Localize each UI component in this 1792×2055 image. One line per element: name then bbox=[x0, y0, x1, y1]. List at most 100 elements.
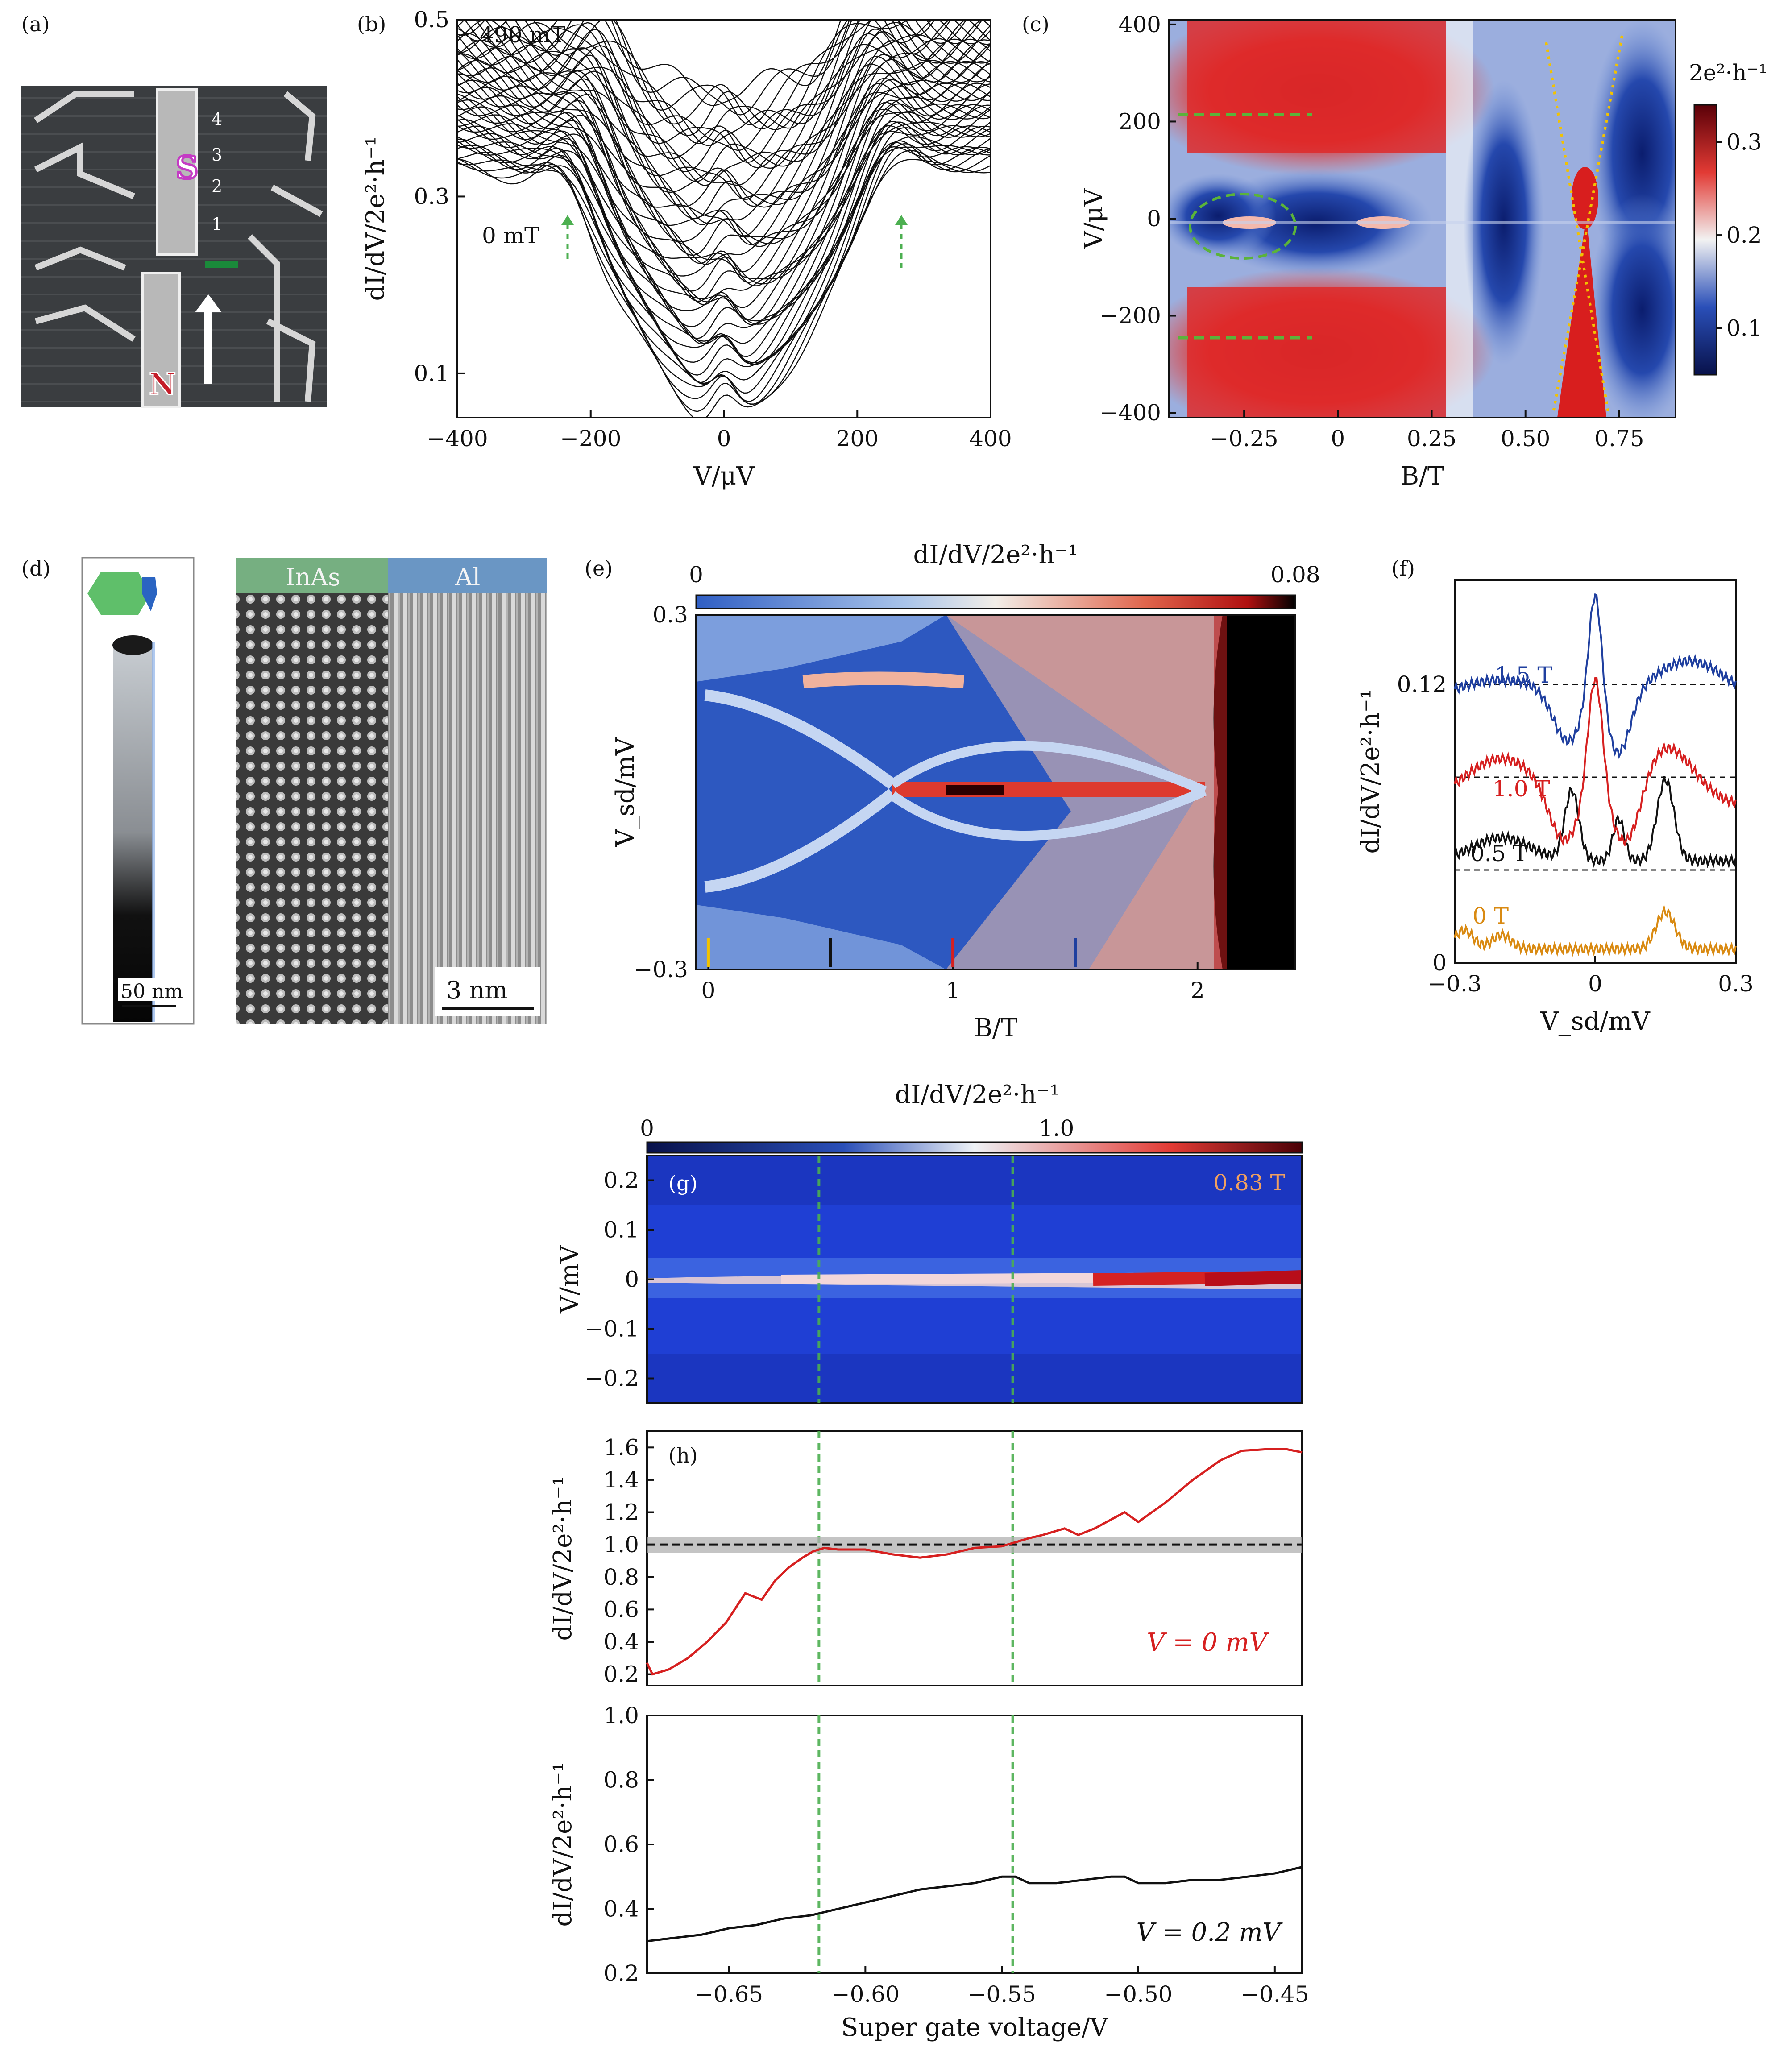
y-tick-label: −0.3 bbox=[634, 957, 688, 982]
plot-frame bbox=[646, 1430, 1303, 1686]
probe-number-2: 2 bbox=[212, 176, 222, 196]
x-tick-label: 2 bbox=[1191, 978, 1205, 1003]
trace-48 bbox=[457, 20, 952, 116]
x-tick-label: −0.50 bbox=[1104, 1981, 1172, 2007]
y-tick-label: 0.2 bbox=[603, 1960, 639, 1986]
trace-42 bbox=[457, 20, 991, 151]
trace-36 bbox=[457, 29, 991, 186]
colorbar-tick-label: 0.08 bbox=[1270, 562, 1320, 588]
y-tick-label: 0 bbox=[625, 1267, 639, 1293]
series-0 bbox=[1454, 904, 1737, 957]
chart-g-heatmap: (g) 0.83 T bbox=[646, 1155, 1303, 1404]
y-tick-label: 0 bbox=[1432, 950, 1447, 976]
panel-c-label: (c) bbox=[1022, 12, 1049, 36]
panel-a-n-letter: N bbox=[149, 367, 176, 402]
probe-number-1: 1 bbox=[212, 214, 222, 234]
y-tick-label: 0.2 bbox=[603, 1661, 639, 1687]
colorbar-tick-label: 0.1 bbox=[1726, 315, 1762, 341]
chart-e-colorbar-label: dI/dV/2e²·h⁻¹ bbox=[913, 540, 1078, 569]
panel-a-sem-image: S N 4 3 2 1 bbox=[21, 86, 327, 408]
panel-d-label: (d) bbox=[21, 556, 50, 580]
panel-d-nanowire-image: 50 nm bbox=[81, 557, 195, 1025]
chart-e-heatmap bbox=[695, 614, 1296, 970]
x-tick-label: 0 bbox=[1588, 971, 1602, 997]
trace-21 bbox=[457, 86, 991, 286]
trace-33 bbox=[457, 52, 991, 208]
trace-31 bbox=[457, 53, 991, 225]
y-tick-label: 0.6 bbox=[603, 1596, 639, 1622]
colorbar-tick-label: 0 bbox=[689, 562, 703, 588]
panel-d-region-inas: InAs bbox=[286, 563, 340, 591]
panel-d-tem-image: InAs Al 3 nm bbox=[236, 558, 547, 1024]
trace-15 bbox=[457, 103, 991, 326]
chart-g-axes: 0.2 0.1 0 −0.1 −0.2 V/mV 0 1.0 bbox=[555, 1115, 1074, 1403]
trace-20 bbox=[457, 96, 991, 292]
colorbar-tick-label: 0.2 bbox=[1726, 222, 1762, 248]
series-line bbox=[647, 1866, 1303, 1943]
x-axis-label: Super gate voltage/V bbox=[841, 2013, 1109, 2042]
y-tick-label: −0.1 bbox=[585, 1316, 639, 1342]
chart-c-colorbar-label: 2e²·h⁻¹ bbox=[1689, 60, 1767, 86]
y-tick-label: 1.4 bbox=[603, 1467, 639, 1493]
y-tick-label: 0.6 bbox=[603, 1831, 639, 1857]
x-tick-label: 0.25 bbox=[1407, 426, 1456, 452]
y-tick-label: 0.3 bbox=[652, 602, 688, 628]
y-tick-label: 1.2 bbox=[603, 1500, 639, 1525]
x-tick-label: −0.45 bbox=[1240, 1981, 1309, 2007]
x-tick-label: −0.60 bbox=[831, 1981, 900, 2007]
x-tick-label: 0 bbox=[701, 978, 716, 1003]
trace-13 bbox=[457, 115, 991, 339]
colorbar-tick-label: 1.0 bbox=[1039, 1115, 1074, 1141]
trace-11 bbox=[457, 125, 991, 344]
x-tick-label: 400 bbox=[969, 426, 1012, 452]
panel-h-label: (h) bbox=[668, 1443, 698, 1467]
trace-5 bbox=[457, 145, 991, 385]
trace-46 bbox=[457, 20, 983, 129]
y-tick-label: 0.8 bbox=[603, 1564, 639, 1590]
y-axis-label: dI/dV/2e²·h⁻¹ bbox=[1356, 689, 1385, 853]
x-tick-label: 0.75 bbox=[1594, 426, 1644, 452]
panel-b-label: (b) bbox=[357, 12, 386, 36]
x-tick-label: −400 bbox=[427, 426, 488, 452]
y-tick-label: 400 bbox=[1119, 12, 1161, 37]
series-annotation: V = 0.2 mV bbox=[1137, 1918, 1283, 1947]
y-axis-label: V/μV bbox=[1079, 187, 1108, 249]
x-tick-label: 200 bbox=[836, 426, 879, 452]
y-axis-label: dI/dV/2e²·h⁻¹ bbox=[548, 1476, 577, 1641]
y-tick-label: 0.1 bbox=[603, 1217, 639, 1243]
panel-g-label: (g) bbox=[668, 1171, 697, 1195]
x-tick-label: −0.25 bbox=[1210, 426, 1278, 452]
y-tick-label: 0 bbox=[1147, 206, 1161, 232]
y-tick-label: −200 bbox=[1100, 303, 1161, 329]
chart-b: −400 −200 0 200 400 0.1 0.3 0.5 V/μV dI/dV/2e²·h⁻… bbox=[361, 7, 1012, 491]
y-tick-label: 0.12 bbox=[1397, 671, 1447, 697]
y-tick-label: 1.6 bbox=[603, 1434, 639, 1460]
trace-16 bbox=[457, 99, 991, 320]
trace-6 bbox=[457, 138, 991, 383]
series-annotation: V = 0 mV bbox=[1147, 1628, 1269, 1657]
guide-arrowhead-0 bbox=[561, 215, 574, 225]
x-tick-label: −200 bbox=[560, 426, 621, 452]
trace-9 bbox=[457, 121, 991, 364]
y-tick-label: 200 bbox=[1119, 108, 1161, 134]
panel-a-s-letter: S bbox=[176, 149, 199, 186]
chart-c-colorbar: 2e²·h⁻¹ bbox=[1689, 60, 1767, 376]
series-label-1: 0.5 T bbox=[1470, 841, 1528, 866]
y-tick-label: 1.0 bbox=[603, 1703, 639, 1728]
series-label-3: 1.5 T bbox=[1495, 662, 1552, 688]
trace-32 bbox=[457, 50, 991, 220]
chart-e-colorbar: dI/dV/2e²·h⁻¹ bbox=[695, 540, 1296, 609]
trace-label-top: 490 mT bbox=[480, 22, 565, 48]
series-line bbox=[646, 1448, 1303, 1676]
trace-label-bottom: 0 mT bbox=[482, 223, 539, 249]
chart-c-guides bbox=[1178, 35, 1623, 415]
y-tick-label: 0.2 bbox=[603, 1168, 639, 1193]
trace-24 bbox=[457, 79, 991, 265]
panel-g-field-label: 0.83 T bbox=[1213, 1170, 1285, 1196]
x-tick-label: −0.55 bbox=[968, 1981, 1036, 2007]
y-tick-label: 0.4 bbox=[603, 1896, 639, 1922]
trace-27 bbox=[457, 69, 991, 247]
x-axis-label: B/T bbox=[1401, 462, 1444, 491]
chart-h-bottom: −0.65 −0.60 −0.55 −0.50 −0.45 1.0 0.8 0.6 0.4 0.2… bbox=[548, 1703, 1309, 2042]
